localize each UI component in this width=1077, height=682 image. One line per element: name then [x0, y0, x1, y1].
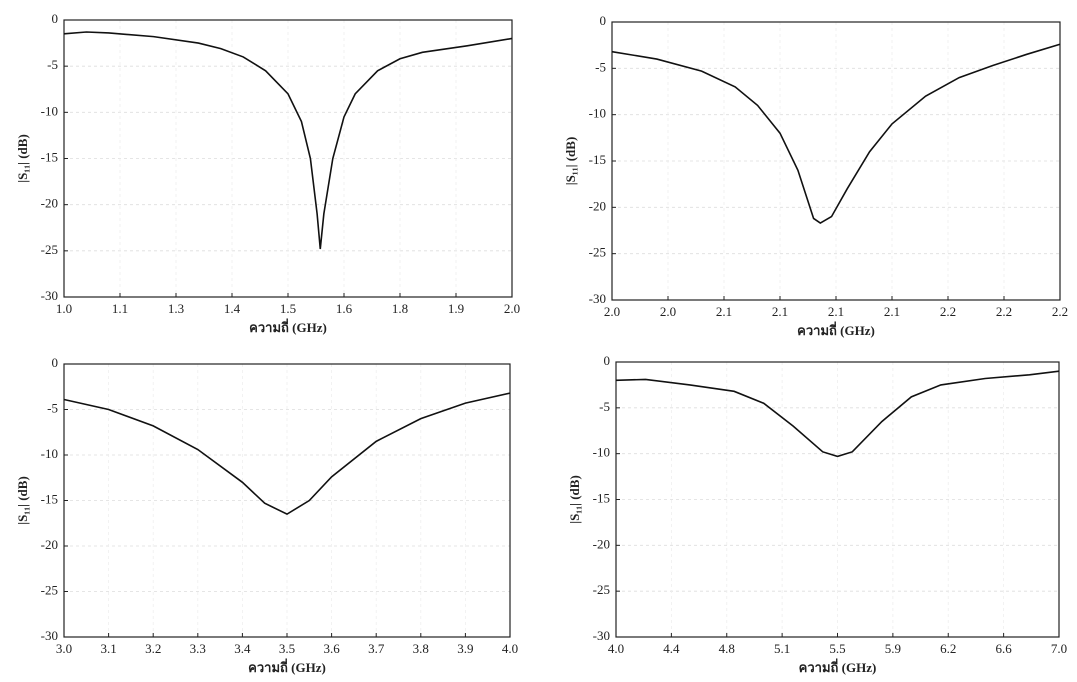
x-tick-label: 3.4: [234, 641, 251, 656]
y-tick-label: -15: [593, 490, 610, 505]
y-axis-label: |S₁₁| (dB): [567, 475, 582, 524]
x-tick-label: 1.5: [280, 301, 296, 316]
x-tick-label: 5.5: [829, 641, 845, 656]
x-tick-label: 3.7: [368, 641, 385, 656]
x-tick-label: 3.6: [323, 641, 340, 656]
x-tick-label: 3.3: [190, 641, 206, 656]
y-tick-label: -15: [41, 491, 58, 506]
y-tick-label: -30: [41, 288, 58, 303]
x-tick-label: 1.0: [56, 301, 72, 316]
x-tick-label: 2.1: [716, 304, 732, 319]
x-tick-label: 6.6: [996, 641, 1013, 656]
y-tick-label: -5: [595, 59, 606, 74]
y-tick-label: -10: [589, 106, 606, 121]
subplot: 0 -5 -10 -15 -20 -25 -301.0 1.1 1.3 1.4 1.5 1.6 1.8 1…: [15, 11, 520, 335]
x-tick-label: 1.1: [112, 301, 128, 316]
x-tick-label: 2.1: [884, 304, 900, 319]
x-tick-label: 3.9: [457, 641, 473, 656]
y-tick-label: -20: [593, 536, 610, 551]
response-curve: [615, 370, 1060, 458]
plot-frame: [63, 19, 513, 298]
x-tick-label: 3.2: [145, 641, 161, 656]
y-tick-label: -30: [41, 628, 58, 643]
x-tick-label: 3.5: [279, 641, 295, 656]
response-curve: [63, 392, 511, 516]
x-tick-label: 2.2: [996, 304, 1012, 319]
y-tick-label: -20: [41, 537, 58, 552]
x-tick-label: 4.4: [663, 641, 680, 656]
y-tick-label: -5: [47, 57, 58, 72]
x-axis-label: ความถี่ (GHz): [797, 321, 875, 338]
x-tick-label: 3.0: [56, 641, 72, 656]
y-tick-label: 0: [604, 353, 611, 368]
y-tick-label: -20: [41, 196, 58, 211]
x-tick-label: 4.0: [502, 641, 518, 656]
plot-frame: [63, 363, 511, 638]
x-tick-label: 3.8: [413, 641, 429, 656]
x-axis-label: ความถี่ (GHz): [249, 318, 327, 335]
x-tick-label: 2.1: [828, 304, 844, 319]
y-tick-label: -5: [47, 400, 58, 415]
x-tick-label: 2.0: [604, 304, 620, 319]
x-tick-label: 1.3: [168, 301, 184, 316]
y-axis-label: |S₁₁| (dB): [15, 134, 30, 183]
y-tick-label: 0: [52, 11, 59, 26]
x-axis-label: ความถี่ (GHz): [248, 658, 326, 675]
y-tick-label: -30: [589, 291, 606, 306]
x-tick-label: 2.0: [660, 304, 676, 319]
x-tick-label: 2.2: [1052, 304, 1068, 319]
x-tick-label: 1.9: [448, 301, 464, 316]
y-tick-label: -10: [41, 446, 58, 461]
y-tick-label: -5: [599, 399, 610, 414]
y-tick-label: -15: [589, 152, 606, 167]
x-axis-label: ความถี่ (GHz): [799, 658, 877, 675]
response-curve: [63, 31, 513, 250]
y-axis-label: |S₁₁| (dB): [563, 137, 578, 186]
y-axis-label: |S₁₁| (dB): [15, 476, 30, 525]
x-tick-label: 2.2: [940, 304, 956, 319]
subplot: 0 -5 -10 -15 -20 -25 -303.0 3.1 3.2 3.3 3.4 3.5 3.6 3…: [15, 355, 518, 675]
plot-frame: [611, 21, 1061, 301]
plot-frame: [615, 361, 1060, 638]
y-tick-label: -10: [593, 445, 610, 460]
x-tick-label: 4.0: [608, 641, 624, 656]
x-tick-label: 6.2: [940, 641, 956, 656]
x-tick-label: 1.4: [224, 301, 241, 316]
y-tick-label: -15: [41, 149, 58, 164]
x-tick-label: 5.9: [885, 641, 901, 656]
y-tick-label: -25: [589, 245, 606, 260]
x-tick-label: 2.0: [504, 301, 520, 316]
y-tick-label: -10: [41, 103, 58, 118]
x-tick-label: 7.0: [1051, 641, 1067, 656]
subplot: 0 -5 -10 -15 -20 -25 -304.0 4.4 4.8 5.1 5.5 5.9 6.2 6…: [567, 353, 1067, 675]
x-tick-label: 4.8: [719, 641, 735, 656]
x-tick-label: 3.1: [100, 641, 116, 656]
x-tick-label: 1.8: [392, 301, 408, 316]
y-tick-label: -25: [41, 242, 58, 257]
y-tick-label: -25: [593, 582, 610, 597]
y-tick-label: 0: [52, 355, 59, 370]
y-tick-label: -30: [593, 628, 610, 643]
y-tick-label: -25: [41, 582, 58, 597]
y-tick-label: -20: [589, 198, 606, 213]
x-tick-label: 5.1: [774, 641, 790, 656]
x-tick-label: 1.6: [336, 301, 353, 316]
response-curve: [611, 43, 1061, 225]
x-tick-label: 2.1: [772, 304, 788, 319]
subplot: 0-5-10-15-20-25-302.0 2.0 2.1 2.1 2.1 2.1 2.2 2…: [563, 13, 1068, 338]
y-tick-label: 0: [600, 13, 607, 28]
